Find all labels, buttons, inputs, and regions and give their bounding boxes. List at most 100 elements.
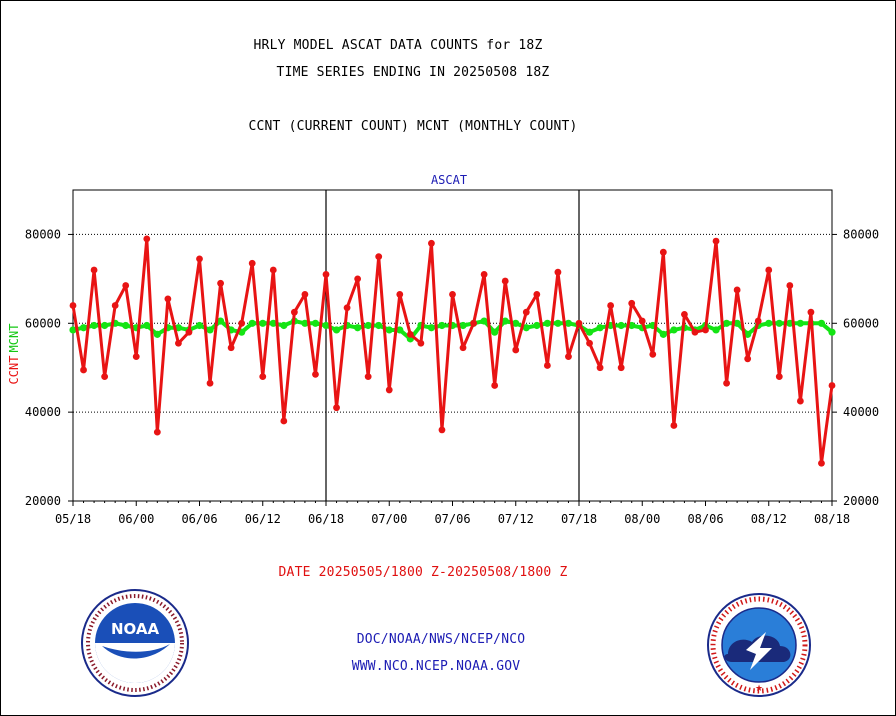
x-tick-label: 08/06	[687, 512, 723, 526]
mcnt-data-point	[617, 321, 625, 330]
ccnt-data-point	[385, 386, 393, 394]
mcnt-data-point	[796, 319, 804, 327]
ccnt-data-point	[90, 266, 98, 274]
ccnt-data-point	[428, 239, 435, 247]
y-tick-label-right: 40000	[843, 405, 879, 419]
chart-title-line-2: TIME SERIES ENDING IN 20250508 18Z	[276, 65, 550, 80]
mcnt-data-point	[501, 317, 509, 325]
mcnt-data-point	[554, 319, 562, 327]
ccnt-data-point	[807, 308, 815, 316]
mcnt-data-point	[659, 330, 667, 338]
ccnt-data-point	[543, 362, 551, 369]
mcnt-data-point	[396, 326, 404, 334]
series-layer	[69, 235, 836, 467]
ccnt-data-point	[449, 291, 456, 298]
ccnt-data-point	[659, 248, 667, 256]
mcnt-data-point	[195, 321, 204, 330]
mcnt-data-point	[79, 324, 88, 332]
ccnt-data-point	[248, 259, 256, 267]
x-tick-label: 06/06	[181, 512, 217, 526]
x-tick-label: 07/18	[561, 512, 597, 526]
mcnt-data-point	[670, 326, 678, 334]
ccnt-data-point	[175, 339, 182, 347]
ccnt-data-point	[101, 373, 109, 380]
ccnt-data-point	[786, 282, 794, 289]
ccnt-data-point	[164, 295, 172, 303]
y-axis-label-mcnt: MCNT	[7, 324, 21, 353]
ccnt-data-point	[322, 271, 330, 278]
mcnt-data-point	[153, 330, 161, 338]
chart-title-line-1: HRLY MODEL ASCAT DATA COUNTS for 18Z	[253, 38, 543, 53]
mcnt-data-point	[69, 326, 77, 334]
ccnt-data-point	[143, 235, 151, 243]
mcnt-data-point	[101, 321, 109, 330]
x-tick-label: 06/18	[308, 512, 344, 526]
noaa-logo-text: NOAA	[111, 620, 160, 638]
ccnt-data-point	[828, 382, 836, 389]
ccnt-data-point	[607, 302, 615, 309]
ccnt-data-point	[364, 373, 372, 380]
ccnt-data-point	[280, 417, 288, 425]
ccnt-data-point	[617, 364, 625, 372]
ccnt-data-point	[533, 291, 541, 298]
mcnt-data-point	[585, 328, 594, 336]
ccnt-data-point	[406, 330, 414, 338]
mcnt-data-point	[322, 321, 330, 330]
ccnt-data-point	[670, 422, 678, 429]
mcnt-data-point	[765, 319, 773, 327]
ccnt-series-line	[71, 237, 834, 465]
ccnt-data-point	[691, 328, 699, 336]
x-tick-label: 07/06	[434, 512, 470, 526]
ccnt-data-point	[111, 302, 119, 309]
mcnt-data-point	[332, 326, 341, 334]
mcnt-data-point	[90, 321, 98, 330]
ccnt-data-point	[723, 379, 730, 387]
ccnt-data-point	[649, 350, 657, 358]
ccnt-data-point	[185, 328, 193, 336]
x-tick-label: 08/00	[624, 512, 660, 526]
website-link[interactable]: WWW.NCO.NCEP.NOAA.GOV	[351, 659, 521, 674]
x-tick-label: 06/00	[118, 512, 154, 526]
date-range-label: DATE 20250505/1800 Z-20250508/1800 Z	[278, 565, 568, 580]
ccnt-data-point	[501, 277, 509, 285]
y-tick-label-left: 40000	[25, 405, 61, 419]
mcnt-data-point	[564, 319, 573, 327]
y-tick-label-left: 60000	[25, 316, 61, 330]
x-tick-label: 05/18	[55, 512, 91, 526]
ccnt-data-point	[217, 279, 224, 287]
mcnt-data-point	[364, 321, 372, 330]
ccnt-data-point	[754, 317, 762, 325]
org-label: DOC/NOAA/NWS/NCEP/NCO	[356, 632, 526, 647]
ccnt-data-point	[586, 339, 593, 347]
ccnt-data-point	[702, 326, 709, 334]
ccnt-data-point	[775, 373, 783, 380]
mcnt-data-point	[216, 317, 225, 325]
ccnt-data-point	[712, 237, 720, 245]
mcnt-data-point	[427, 324, 436, 332]
ccnt-data-point	[375, 253, 383, 261]
ccnt-data-point	[227, 344, 235, 352]
mcnt-data-point	[143, 321, 151, 330]
mcnt-data-point	[596, 324, 604, 332]
ccnt-data-point	[80, 366, 87, 374]
ccnt-data-point	[765, 266, 773, 274]
mcnt-data-point	[375, 321, 383, 330]
ccnt-data-point	[396, 291, 404, 298]
y-tick-label-right: 20000	[843, 494, 879, 508]
ccnt-data-point	[69, 302, 77, 309]
y-tick-label-right: 80000	[843, 227, 879, 241]
mcnt-data-point	[817, 319, 826, 327]
ccnt-data-point	[480, 271, 488, 278]
ccnt-data-point	[417, 339, 425, 347]
mcnt-data-point	[722, 319, 731, 327]
ccnt-data-point	[301, 291, 309, 298]
mcnt-data-point	[385, 326, 393, 334]
ccnt-data-point	[470, 319, 477, 327]
svg-text:★: ★	[755, 684, 763, 694]
mcnt-data-point	[354, 324, 362, 332]
ccnt-data-point	[290, 308, 298, 316]
ccnt-data-point	[132, 353, 140, 361]
mcnt-data-point	[533, 321, 541, 330]
plot-area-border	[72, 189, 833, 502]
